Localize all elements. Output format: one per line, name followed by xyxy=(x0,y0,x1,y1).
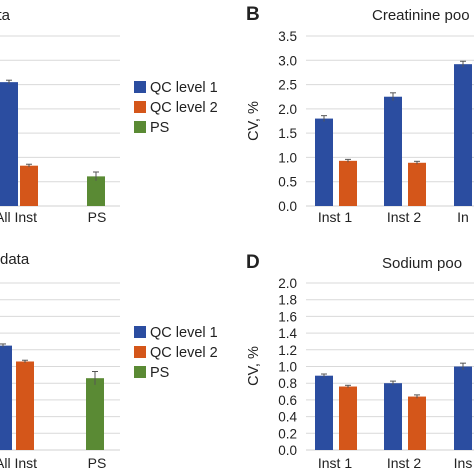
y-tick-label: 1.4 xyxy=(278,326,297,341)
y-tick-label: 0.6 xyxy=(278,393,297,408)
x-tick-label: Ins xyxy=(454,455,473,471)
y-tick-label: 1.0 xyxy=(278,150,297,165)
legend-label: QC level 1 xyxy=(150,80,218,96)
chart-title: Sodium poo xyxy=(382,255,462,272)
bar xyxy=(384,96,402,206)
legend-label: QC level 2 xyxy=(150,100,218,116)
y-tick-label: 1.6 xyxy=(278,309,297,324)
bar xyxy=(20,165,38,206)
bar xyxy=(315,118,333,206)
legend-swatch xyxy=(134,326,146,338)
y-tick-label: 0.2 xyxy=(278,426,297,441)
y-tick-label: 0.5 xyxy=(278,175,297,190)
bar xyxy=(454,64,472,207)
y-tick-label: 2.5 xyxy=(278,78,297,93)
x-tick-label: PS xyxy=(88,209,107,225)
y-axis-label: CV, % xyxy=(246,346,262,386)
bar xyxy=(408,396,426,450)
y-tick-label: 1.0 xyxy=(278,360,297,375)
legend-label: QC level 2 xyxy=(150,345,218,361)
bar xyxy=(315,375,333,450)
chart-title: ta xyxy=(0,7,11,24)
legend-swatch xyxy=(134,366,146,378)
legend-label: PS xyxy=(150,120,169,136)
legend-swatch xyxy=(134,101,146,113)
bar xyxy=(86,378,104,450)
chart-title: Creatinine poo xyxy=(372,7,470,24)
y-tick-label: 1.8 xyxy=(278,293,297,308)
x-tick-label: All Inst xyxy=(0,455,37,471)
legend-label: QC level 1 xyxy=(150,325,218,341)
y-tick-label: 1.5 xyxy=(278,126,297,141)
y-axis-label: CV, % xyxy=(246,101,262,141)
y-tick-label: 0.4 xyxy=(278,410,297,425)
y-tick-label: 0.0 xyxy=(278,443,297,458)
chart-title: data xyxy=(0,251,30,268)
y-tick-label: 3.0 xyxy=(278,53,297,68)
bar xyxy=(339,160,357,206)
bar xyxy=(0,345,12,450)
bar xyxy=(339,386,357,450)
legend-label: PS xyxy=(150,365,169,381)
x-tick-label: All Inst xyxy=(0,209,37,225)
y-tick-label: 1.2 xyxy=(278,343,297,358)
panel-d: D Sodium poo 0.0 0.20.4 0.6 0.81.0 1.2 1.4 1.61.… xyxy=(246,252,474,471)
y-tick-label: 0.0 xyxy=(278,199,297,214)
x-tick-label: Inst 2 xyxy=(387,455,421,471)
legend-swatch xyxy=(134,346,146,358)
panel-letter: B xyxy=(246,4,260,25)
panel-letter: D xyxy=(246,252,260,273)
legend-swatch xyxy=(134,121,146,133)
x-tick-label: Inst 1 xyxy=(318,209,352,225)
y-tick-label: 2.0 xyxy=(278,102,297,117)
bar xyxy=(384,383,402,450)
panel-c: data All Inst PS QC level 1 QC level 2 PS xyxy=(0,251,218,471)
y-tick-label: 2.0 xyxy=(278,276,297,291)
x-tick-label: PS xyxy=(88,455,107,471)
bar xyxy=(0,82,18,206)
panel-a: ta All Inst PS QC level 1 QC level 2 PS xyxy=(0,7,218,225)
x-tick-label: Inst 2 xyxy=(387,209,421,225)
bar xyxy=(16,361,34,450)
bar xyxy=(87,176,105,206)
bar xyxy=(408,162,426,206)
y-tick-label: 3.5 xyxy=(278,29,297,44)
legend-swatch xyxy=(134,81,146,93)
x-tick-label: In xyxy=(457,209,469,225)
x-tick-label: Inst 1 xyxy=(318,455,352,471)
y-tick-label: 0.8 xyxy=(278,376,297,391)
panel-b: B Creatinine poo 0.0 0.5 1.0 1.5 2.0 2.5 3.0 3.5 C… xyxy=(246,4,474,225)
bar xyxy=(454,366,472,450)
